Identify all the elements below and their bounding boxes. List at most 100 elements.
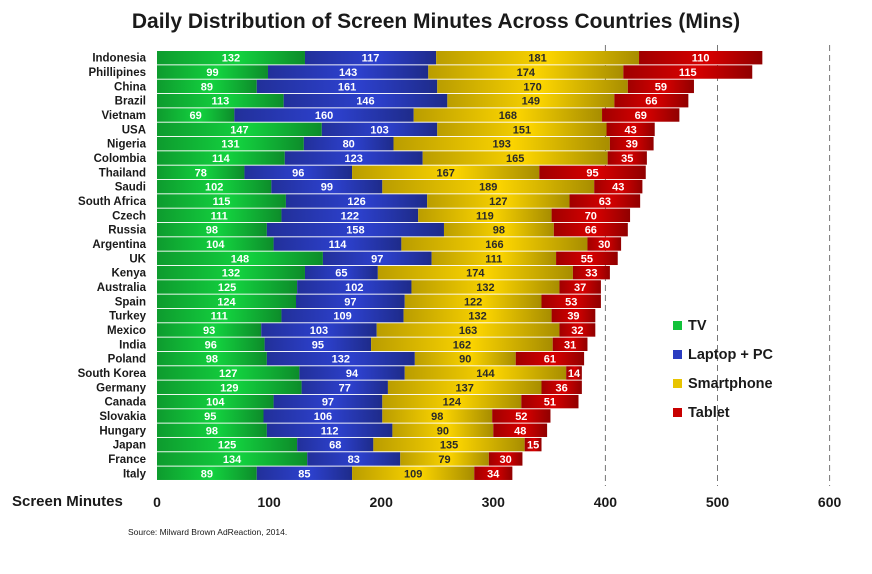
value-label: 98 [431,411,443,423]
bar-phillipines-laptop-pc [267,65,429,79]
category-label: Thailand [99,167,146,179]
bar-czech-tablet [551,208,631,223]
value-label: 97 [322,397,334,409]
bar-slovakia-smartphone [382,409,493,423]
bar-argentina-laptop-pc [273,237,402,251]
value-label: 94 [346,368,359,380]
bar-hungary-tablet [493,423,548,437]
bar-south-africa-smartphone [427,194,570,208]
category-label: Saudi [115,182,146,194]
bar-france-laptop-pc [307,452,401,466]
bar-india-tv [157,337,265,351]
legend-swatch-tablet [673,408,682,417]
bar-canada-tablet [521,394,579,409]
value-label: 174 [466,268,485,280]
value-label: 48 [514,425,526,437]
bar-australia-smartphone [411,280,560,294]
value-label: 115 [213,196,231,208]
value-label: 160 [315,110,333,122]
value-label: 63 [599,196,611,208]
value-label: 131 [221,139,239,151]
bar-turkey-tablet [551,308,596,323]
value-label: 122 [464,296,482,308]
bar-indonesia-tv [157,51,305,65]
bar-poland-tablet [515,351,585,366]
value-label: 193 [493,139,511,151]
value-label: 33 [585,268,597,280]
bar-australia-tv [157,280,298,294]
bar-brazil-tablet [614,93,689,108]
value-label: 102 [205,182,223,194]
category-label: Nigeria [107,139,147,151]
bar-colombia-tv [157,151,285,165]
value-label: 115 [679,67,697,79]
value-label: 80 [343,139,355,151]
value-label: 98 [206,225,218,237]
bar-uk-tv [157,251,323,266]
bar-mexico-laptop-pc [261,323,377,337]
value-label: 79 [438,454,450,466]
bar-saudi-laptop-pc [271,179,383,194]
bar-phillipines-tablet [623,65,753,79]
category-label: Vietnam [101,110,146,122]
bar-australia-laptop-pc [297,280,412,294]
value-label: 97 [371,253,383,265]
bar-china-smartphone [437,79,628,94]
category-label: Argentina [92,239,146,251]
value-label: 104 [206,397,225,409]
value-label: 98 [493,225,505,237]
category-label: Turkey [109,311,146,323]
value-label: 102 [345,282,363,294]
value-label: 168 [499,110,517,122]
legend: TV Laptop + PC Smartphone Tablet [673,311,773,427]
value-label: 89 [201,468,213,480]
value-label: 83 [348,454,360,466]
bar-argentina-smartphone [401,237,588,251]
bar-russia-tablet [553,222,628,237]
value-label: 126 [347,196,365,208]
bar-indonesia-smartphone [436,51,640,65]
category-label: Italy [123,468,147,480]
category-label: Czech [112,210,146,222]
bar-germany-laptop-pc [301,380,388,394]
value-label: 95 [204,411,216,423]
bar-usa-smartphone [437,122,607,137]
category-label: Brazil [115,96,146,108]
bar-usa-tv [157,122,322,137]
value-label: 43 [624,124,636,136]
bar-nigeria-smartphone [393,136,610,151]
category-label: Slovakia [99,411,146,423]
bar-france-tv [157,452,308,466]
value-label: 96 [205,339,217,351]
bar-india-laptop-pc [264,337,372,351]
value-label: 132 [222,53,240,65]
bar-saudi-smartphone [382,179,595,194]
value-label: 112 [321,425,339,437]
bar-kenya-tv [157,265,305,280]
bar-thailand-smartphone [352,165,540,180]
bar-mexico-tv [157,323,262,337]
bar-russia-tv [157,222,267,237]
bar-saudi-tablet [594,179,643,194]
bar-south-korea-tv [157,366,300,380]
bar-turkey-laptop-pc [281,308,404,323]
bar-phillipines-tv [157,65,268,79]
value-label: 161 [338,81,356,93]
bar-hungary-laptop-pc [266,423,393,437]
value-label: 85 [298,468,310,480]
value-label: 146 [356,96,374,108]
value-label: 51 [544,397,556,409]
bar-nigeria-laptop-pc [303,136,394,151]
bar-poland-laptop-pc [266,351,415,366]
value-label: 109 [333,311,351,323]
value-label: 163 [459,325,477,337]
value-label: 189 [479,182,497,194]
bar-vietnam-smartphone [413,108,603,122]
bar-hungary-smartphone [392,423,494,437]
bar-brazil-smartphone [447,93,615,108]
value-label: 165 [506,153,524,165]
x-tick-label: 200 [370,494,394,510]
bar-china-tablet [627,79,694,94]
bar-mexico-smartphone [376,323,560,337]
bar-south-korea-laptop-pc [299,366,405,380]
